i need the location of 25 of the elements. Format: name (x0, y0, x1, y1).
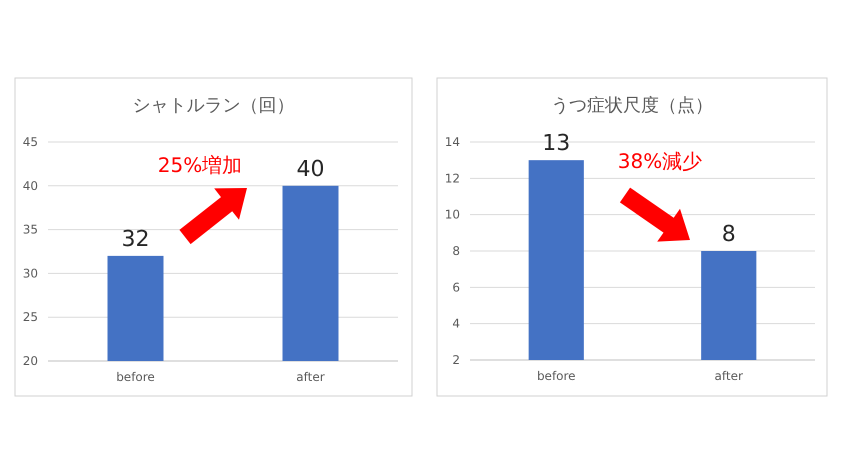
y-tick-label: 14 (444, 135, 460, 149)
x-tick-label: after (714, 369, 744, 383)
data-label: 13 (542, 131, 570, 156)
x-tick-label: before (536, 369, 576, 383)
y-tick-label: 40 (22, 178, 38, 193)
annotation: 25%増加 (158, 153, 242, 177)
chart-title: シャトルラン（回） (132, 95, 294, 116)
y-tick-label: 12 (444, 171, 460, 186)
y-tick-label: 8 (452, 244, 460, 258)
data-label: 32 (122, 226, 150, 252)
data-label: 40 (296, 156, 324, 182)
y-tick-label: 25 (22, 310, 38, 324)
y-tick-label: 4 (452, 316, 460, 331)
y-tick-label: 30 (22, 266, 38, 280)
data-label: 8 (722, 222, 736, 247)
x-tick-label: before (116, 370, 155, 384)
y-tick-label: 45 (22, 135, 38, 149)
y-tick-label: 10 (444, 208, 460, 222)
y-tick-label: 2 (452, 353, 460, 367)
chart-title: うつ症状尺度（点） (551, 95, 713, 116)
y-tick-label: 20 (22, 354, 38, 368)
annotation: 38%減少 (618, 149, 702, 173)
y-tick-label: 6 (452, 280, 460, 294)
y-tick-label: 35 (22, 222, 38, 237)
x-tick-label: after (296, 370, 325, 384)
